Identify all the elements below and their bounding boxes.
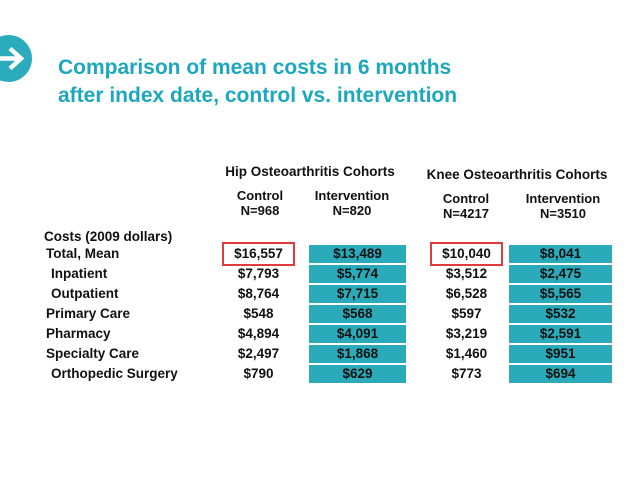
- hip-cohorts-group-header: Hip Osteoarthritis Cohorts: [225, 164, 395, 179]
- hip-intervention-value: $629: [309, 365, 406, 383]
- hip-control-n: N=968: [240, 203, 280, 218]
- hip-intervention-value: $13,489: [309, 245, 406, 263]
- knee-intervention-value: $2,591: [509, 325, 612, 343]
- table-row-outpatient: Outpatient $8,764 $7,715 $6,528 $5,565: [0, 285, 638, 305]
- knee-intervention-label: Intervention: [525, 191, 601, 206]
- knee-intervention-value: $5,565: [509, 285, 612, 303]
- table-row-inpatient: Inpatient $7,793 $5,774 $3,512 $2,475: [0, 265, 638, 285]
- hip-control-value: $8,764: [237, 286, 280, 301]
- table-row-primary-care: Primary Care $548 $568 $597 $532: [0, 305, 638, 325]
- knee-control-column-header: Control N=4217: [418, 191, 514, 221]
- knee-control-label: Control: [442, 191, 490, 206]
- knee-control-value: $597: [451, 306, 482, 321]
- hip-control-value: $548: [243, 306, 274, 321]
- row-label: Outpatient: [51, 286, 119, 301]
- hip-intervention-n: N=820: [332, 203, 372, 218]
- hip-intervention-value: $1,868: [309, 345, 406, 363]
- costs-section-label: Costs (2009 dollars): [44, 229, 173, 244]
- knee-intervention-value: $694: [509, 365, 612, 383]
- slide-title-line1: Comparison of mean costs in 6 months: [58, 56, 452, 80]
- hip-intervention-label: Intervention: [314, 188, 390, 203]
- slide-title: Comparison of mean costs in 6 months aft…: [58, 54, 578, 110]
- arrow-right-icon: [0, 35, 32, 82]
- hip-intervention-value: $568: [309, 305, 406, 323]
- table-row-pharmacy: Pharmacy $4,894 $4,091 $3,219 $2,591: [0, 325, 638, 345]
- knee-intervention-value: $8,041: [509, 245, 612, 263]
- hip-control-value: $4,894: [237, 326, 280, 341]
- hip-intervention-value: $5,774: [309, 265, 406, 283]
- slide-title-line2: after index date, control vs. interventi…: [58, 84, 458, 108]
- hip-control-label: Control: [236, 188, 284, 203]
- table-row-specialty-care: Specialty Care $2,497 $1,868 $1,460 $951: [0, 345, 638, 365]
- hip-control-value: $7,793: [237, 266, 280, 281]
- knee-intervention-column-header: Intervention N=3510: [515, 191, 611, 221]
- knee-intervention-value: $2,475: [509, 265, 612, 283]
- table-row-total-mean: Total, Mean $16,557 $13,489 $10,040 $8,0…: [0, 242, 638, 266]
- knee-control-value: $3,219: [445, 326, 488, 341]
- row-label: Orthopedic Surgery: [51, 366, 178, 381]
- row-label: Inpatient: [51, 266, 108, 281]
- hip-control-value: $790: [243, 366, 274, 381]
- hip-control-column-header: Control N=968: [212, 188, 308, 218]
- knee-intervention-value: $951: [509, 345, 612, 363]
- hip-control-value: $2,497: [237, 346, 280, 361]
- row-label: Total, Mean: [46, 246, 120, 261]
- table-row-orthopedic-surgery: Orthopedic Surgery $790 $629 $773 $694: [0, 365, 638, 385]
- hip-intervention-value: $7,715: [309, 285, 406, 303]
- knee-control-value-highlighted: $10,040: [430, 242, 503, 266]
- row-label: Primary Care: [46, 306, 131, 321]
- knee-cohorts-group-header: Knee Osteoarthritis Cohorts: [426, 167, 608, 182]
- knee-intervention-value: $532: [509, 305, 612, 323]
- row-label: Pharmacy: [46, 326, 111, 341]
- knee-control-value: $773: [451, 366, 482, 381]
- knee-control-n: N=4217: [443, 206, 489, 221]
- knee-control-value: $6,528: [445, 286, 488, 301]
- hip-control-value-highlighted: $16,557: [222, 242, 295, 266]
- knee-intervention-n: N=3510: [540, 206, 586, 221]
- hip-intervention-value: $4,091: [309, 325, 406, 343]
- knee-control-value: $1,460: [445, 346, 488, 361]
- row-label: Specialty Care: [46, 346, 140, 361]
- hip-intervention-column-header: Intervention N=820: [304, 188, 400, 218]
- knee-control-value: $3,512: [445, 266, 488, 281]
